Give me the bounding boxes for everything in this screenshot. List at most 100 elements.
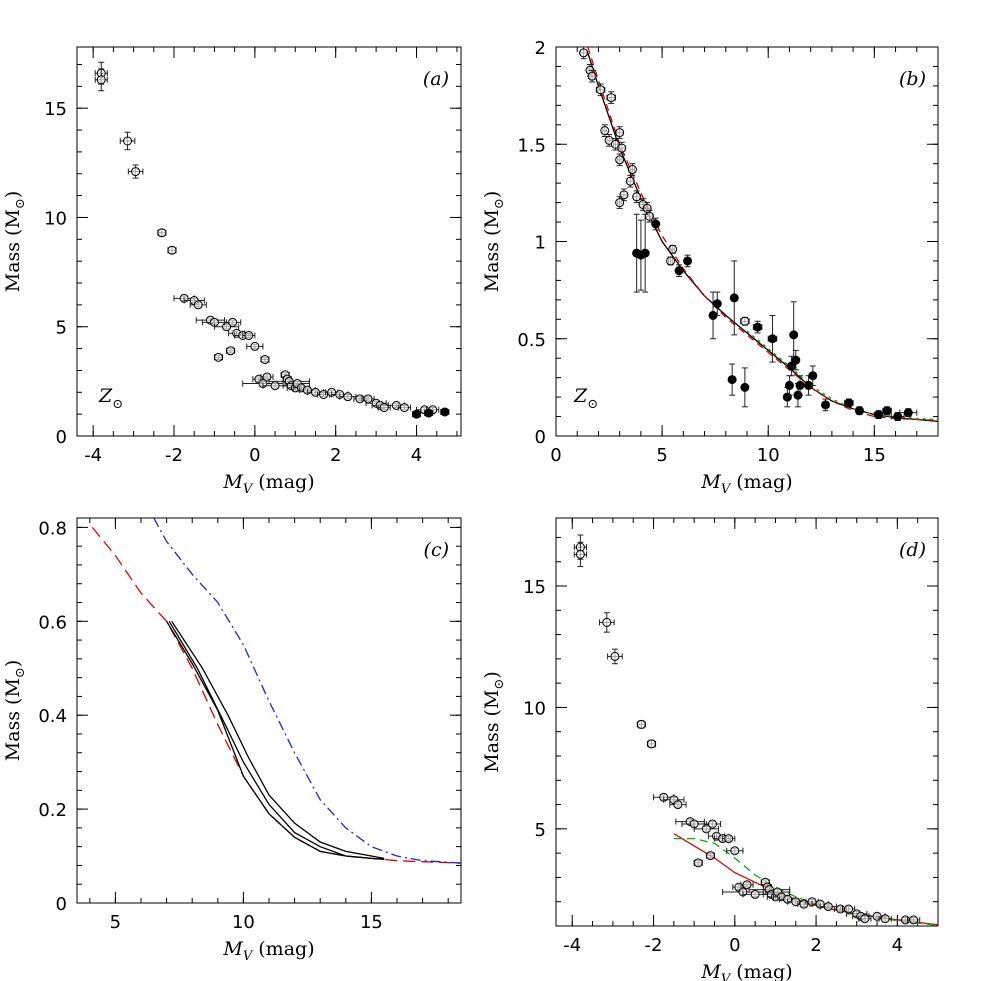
open-marker <box>244 330 254 340</box>
y-tick-label: 5 <box>56 318 67 339</box>
data-point <box>226 346 236 356</box>
data-layer <box>91 518 461 864</box>
open-marker <box>600 126 610 136</box>
open-marker <box>379 403 389 413</box>
open-marker <box>587 71 597 81</box>
y-tick-label: 0 <box>56 894 67 915</box>
x-tick-label: 4 <box>892 935 903 956</box>
data-point <box>617 141 627 155</box>
open-marker <box>226 346 236 356</box>
x-tick-label: 2 <box>810 935 821 956</box>
data-point <box>339 392 357 402</box>
open-marker <box>310 387 320 397</box>
open-marker <box>707 819 717 829</box>
data-point <box>705 851 715 861</box>
panel-b: 0 5 10 15 0 0.5 1 1.5 2 MV (mag) Mass (M⊙) (b) Z⊙ <box>481 38 939 497</box>
open-marker <box>693 858 703 868</box>
model-curve <box>91 526 461 864</box>
open-marker <box>606 93 616 103</box>
y-tick-label: 0.5 <box>517 330 546 351</box>
x-tick-label: -4 <box>563 935 581 956</box>
y-axis-label: Mass (M⊙) <box>2 660 28 762</box>
data-point <box>627 163 637 176</box>
y-tick-label: 10 <box>44 208 67 229</box>
open-marker <box>610 651 620 661</box>
open-marker <box>666 256 676 266</box>
open-marker <box>604 135 614 145</box>
plot-frame <box>555 46 939 437</box>
data-point <box>579 47 589 60</box>
filled-marker <box>874 410 884 420</box>
open-marker <box>909 915 919 925</box>
data-point <box>587 69 597 83</box>
data-point <box>157 228 167 238</box>
filled-marker <box>821 400 831 410</box>
open-marker <box>632 192 642 202</box>
filled-marker <box>729 293 739 303</box>
data-point <box>693 858 703 868</box>
data-point <box>683 254 693 268</box>
filled-marker <box>440 407 450 417</box>
x-tick-label: 0 <box>550 445 561 466</box>
data-point <box>606 91 616 104</box>
data-point <box>703 819 722 829</box>
filled-marker <box>903 408 913 418</box>
y-tick-label: 0.6 <box>38 612 67 633</box>
x-tick-label: 5 <box>110 912 121 933</box>
y-tick-label: 1.5 <box>517 135 546 156</box>
filled-marker <box>712 299 722 309</box>
data-layer <box>94 61 450 419</box>
metallicity-annotation: Z⊙ <box>98 385 123 412</box>
x-axis-label: MV (mag) <box>222 938 314 964</box>
data-point <box>819 902 837 912</box>
open-marker <box>602 617 612 627</box>
x-axis-label: MV (mag) <box>222 471 314 497</box>
data-point <box>260 355 270 365</box>
data-point <box>224 317 242 327</box>
y-tick-label: 0 <box>535 427 546 448</box>
open-marker <box>260 355 270 365</box>
open-marker <box>627 165 637 175</box>
open-marker <box>642 203 652 213</box>
panel-tag: (d) <box>899 539 926 561</box>
filled-marker <box>791 355 801 365</box>
filled-marker <box>740 382 750 392</box>
plot-frame <box>555 517 939 927</box>
open-marker <box>270 381 280 391</box>
data-point <box>722 834 736 844</box>
x-tick-label: -4 <box>84 445 102 466</box>
x-axis-label: MV (mag) <box>700 961 792 981</box>
open-marker <box>673 800 683 810</box>
data-point <box>878 914 892 924</box>
plot-frame <box>76 46 462 437</box>
filled-marker <box>795 380 805 390</box>
open-marker <box>213 352 223 362</box>
plot-frame <box>76 517 462 904</box>
data-point <box>94 68 108 92</box>
open-marker <box>193 300 203 310</box>
filled-marker <box>636 250 646 260</box>
filled-marker <box>882 406 892 416</box>
open-marker <box>742 880 752 890</box>
model-curve <box>168 620 385 860</box>
y-tick-label: 10 <box>523 698 546 719</box>
data-point <box>598 612 615 633</box>
filled-marker <box>683 256 693 266</box>
open-marker <box>730 846 740 856</box>
data-point <box>767 314 778 363</box>
open-marker <box>644 211 654 221</box>
y-tick-label: 0.2 <box>38 800 67 821</box>
data-point <box>213 352 224 362</box>
open-marker <box>579 48 589 58</box>
data-layer <box>579 47 938 423</box>
x-tick-label: -2 <box>645 935 663 956</box>
y-tick-label: 0.8 <box>38 518 67 539</box>
data-point <box>674 264 684 278</box>
data-point <box>873 410 884 420</box>
data-point <box>640 213 650 293</box>
data-point <box>740 316 750 326</box>
data-point <box>262 381 288 391</box>
filled-marker <box>844 398 854 408</box>
data-point <box>854 406 864 416</box>
